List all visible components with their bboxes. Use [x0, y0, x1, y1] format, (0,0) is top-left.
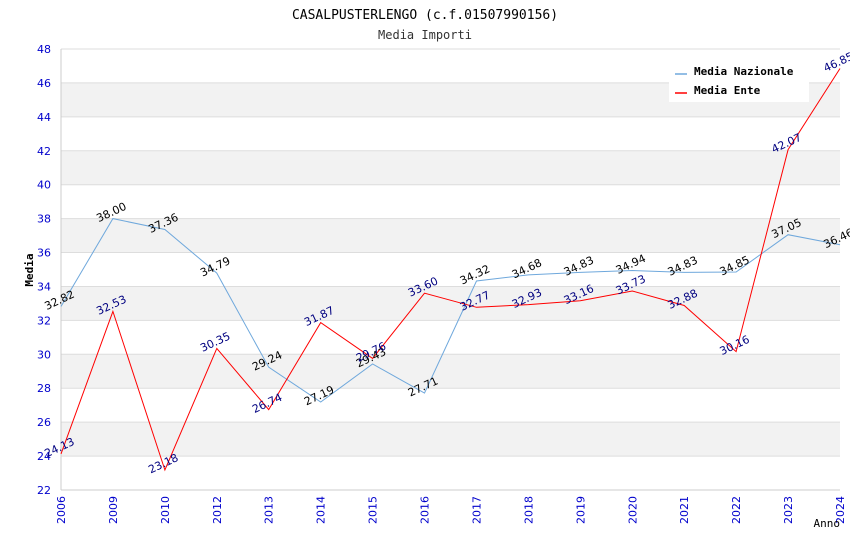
legend: Media Nazionale Media Ente	[669, 60, 809, 102]
x-tick-label: 2019	[574, 496, 587, 524]
chart-subtitle: Media Importi	[378, 28, 472, 42]
x-tick-label: 2023	[782, 496, 795, 524]
gridlines	[60, 48, 840, 491]
y-axis-tick-labels: 22 24 26 28 30 32 34 36 38 40 42 44 46 48	[37, 43, 51, 497]
band-grey	[61, 150, 840, 185]
x-tick-label: 2020	[626, 496, 639, 524]
y-tick-label: 22	[37, 484, 51, 497]
legend-label: Media Nazionale	[694, 65, 794, 78]
series-line	[60, 68, 841, 472]
x-tick-label: 2015	[367, 496, 380, 524]
legend-label: Media Ente	[694, 84, 761, 97]
band-white	[61, 252, 840, 287]
y-tick-label: 32	[37, 314, 51, 327]
y-tick-label: 46	[37, 77, 51, 90]
y-tick-label: 48	[37, 43, 51, 56]
x-tick-label: 2013	[263, 496, 276, 524]
band-grey	[61, 218, 840, 253]
y-tick-label: 42	[37, 145, 51, 158]
y-axis-label: Media	[23, 253, 36, 286]
x-axis-label: Anno	[814, 517, 841, 530]
band-white	[61, 184, 840, 219]
series-lines	[60, 68, 841, 472]
x-tick-label: 2012	[211, 496, 224, 524]
x-tick-label: 2016	[419, 496, 432, 524]
y-tick-label: 28	[37, 382, 51, 395]
x-tick-label: 2018	[522, 496, 535, 524]
y-tick-label: 40	[37, 179, 51, 192]
x-tick-label: 2010	[159, 496, 172, 524]
band-grey	[61, 286, 840, 321]
band-grey	[61, 422, 840, 457]
y-tick-label: 44	[37, 111, 51, 124]
x-tick-label: 2014	[315, 496, 328, 524]
chart-title: CASALPUSTERLENGO (c.f.01507990156)	[292, 8, 558, 23]
series-line	[60, 218, 841, 403]
y-tick-label: 34	[37, 280, 51, 293]
band-white	[61, 388, 840, 423]
legend-box	[669, 60, 809, 102]
x-tick-label: 2022	[730, 496, 743, 524]
band-grey	[61, 354, 840, 389]
x-tick-label: 2006	[55, 496, 68, 524]
y-tick-label: 38	[37, 213, 51, 226]
x-tick-label: 2021	[678, 496, 691, 524]
y-tick-label: 36	[37, 247, 51, 260]
x-tick-label: 2017	[470, 496, 483, 524]
x-tick-label: 2024	[834, 496, 847, 524]
y-tick-label: 26	[37, 416, 51, 429]
band-white	[61, 456, 840, 490]
x-tick-label: 2009	[107, 496, 120, 524]
x-axis-tick-labels: 2006 2009 2010 2012 2013 2014 2015 2016 2017 2018…	[55, 496, 847, 524]
y-tick-label: 30	[37, 348, 51, 361]
y-tick-label: 24	[37, 450, 51, 463]
band-white	[61, 116, 840, 151]
